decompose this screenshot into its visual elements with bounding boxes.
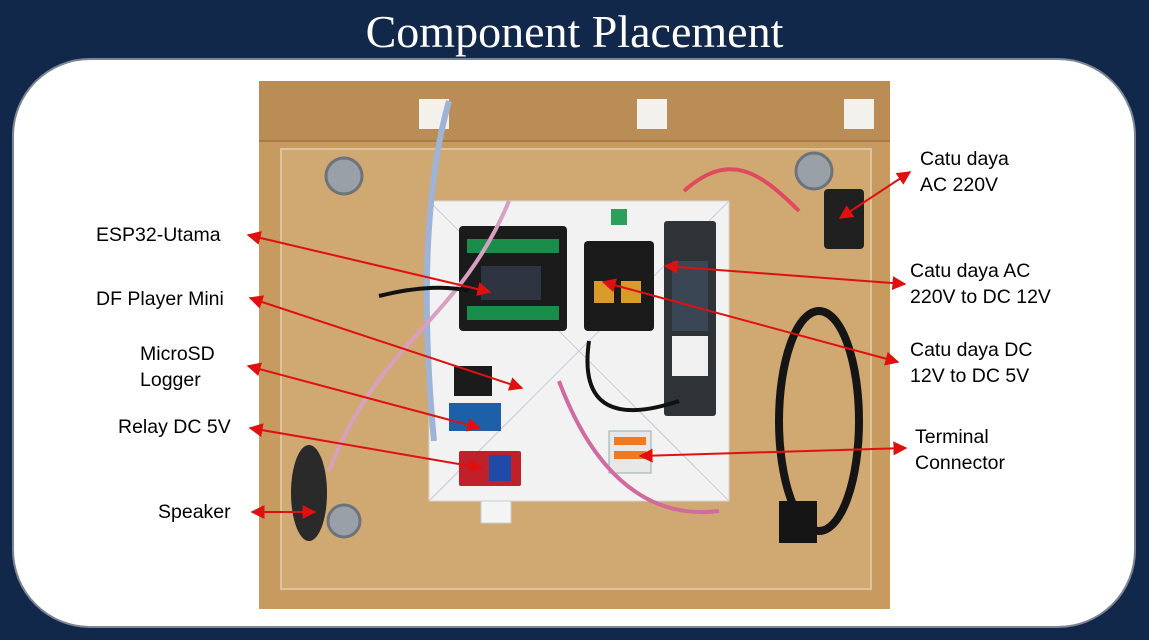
label-ac-supply: Catu daya AC 220V (920, 148, 1009, 196)
label-terminal: Terminal Connector (915, 426, 1005, 474)
label-speaker: Speaker (158, 501, 231, 523)
component-photo (259, 81, 890, 609)
label-relay: Relay DC 5V (118, 416, 231, 438)
label-dfplayer: DF Player Mini (96, 288, 224, 310)
label-dc12-dc5: Catu daya DC 12V to DC 5V (910, 339, 1033, 387)
slide-title: Component Placement (365, 6, 784, 57)
label-ac-dc12: Catu daya AC 220V to DC 12V (910, 260, 1051, 308)
label-esp32: ESP32-Utama (96, 224, 221, 246)
label-microsd: MicroSD Logger (140, 343, 215, 391)
